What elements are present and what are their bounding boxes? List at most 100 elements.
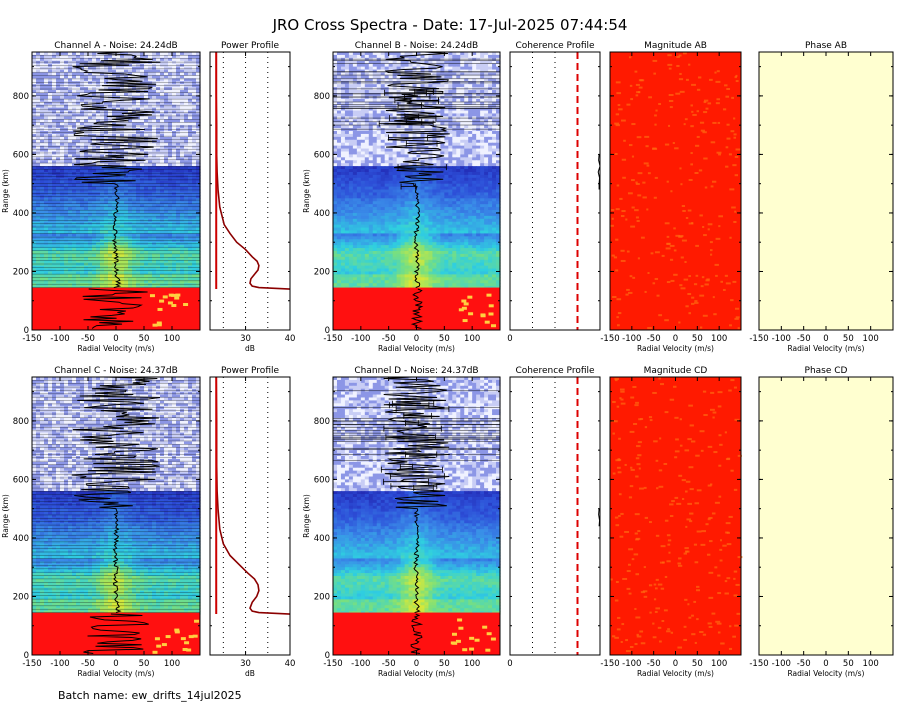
magnitude-speckle xyxy=(733,117,735,119)
magnitude-speckle xyxy=(626,650,631,652)
magnitude-speckle xyxy=(631,179,635,181)
x-tick-label: -100 xyxy=(351,659,370,669)
magnitude-speckle xyxy=(727,458,730,460)
magnitude-speckle xyxy=(691,303,694,305)
magnitude-speckle xyxy=(720,643,724,645)
magnitude-speckle xyxy=(644,136,649,138)
magnitude-speckle xyxy=(734,489,737,491)
magnitude-speckle xyxy=(696,589,700,591)
magnitude-speckle xyxy=(616,92,621,94)
magnitude-speckle xyxy=(715,502,720,504)
magnitude-speckle xyxy=(727,138,731,140)
magnitude-speckle xyxy=(621,120,626,122)
x-tick-label: 0 xyxy=(507,334,512,344)
magnitude-speckle xyxy=(668,539,671,541)
magnitude-speckle xyxy=(719,444,722,446)
magnitude-speckle xyxy=(665,411,669,413)
magnitude-speckle xyxy=(615,600,619,602)
magnitude-speckle xyxy=(696,586,699,588)
x-axis-label: Radial Velocity (m/s) xyxy=(637,344,714,353)
magnitude-speckle xyxy=(684,123,686,125)
magnitude-speckle xyxy=(661,545,666,547)
magnitude-speckle xyxy=(710,392,714,394)
magnitude-speckle xyxy=(717,70,720,72)
magnitude-speckle xyxy=(649,584,652,586)
red-speckle xyxy=(457,618,462,621)
magnitude-speckle xyxy=(731,206,736,208)
magnitude-speckle xyxy=(706,108,709,110)
x-tick-label: 30 xyxy=(240,334,251,344)
x-tick-label: 50 xyxy=(843,334,854,344)
magnitude-speckle xyxy=(691,152,693,154)
red-speckle xyxy=(464,302,469,305)
magnitude-speckle xyxy=(638,441,642,443)
y-tick-label: 0 xyxy=(325,326,330,336)
red-speckle xyxy=(485,321,490,324)
magnitude-speckle xyxy=(617,406,619,408)
magnitude-speckle xyxy=(736,316,740,318)
magnitude-speckle xyxy=(736,613,740,615)
magnitude-speckle xyxy=(732,281,736,283)
magnitude-speckle xyxy=(644,596,648,598)
magnitude-speckle xyxy=(630,226,635,228)
magnitude-speckle xyxy=(700,430,705,432)
magnitude-speckle xyxy=(637,454,641,456)
magnitude-speckle xyxy=(688,617,691,619)
magnitude-speckle xyxy=(713,313,716,315)
magnitude-speckle xyxy=(708,517,712,519)
magnitude-speckle xyxy=(685,551,689,553)
magnitude-speckle xyxy=(618,104,621,106)
red-block xyxy=(333,288,500,330)
magnitude-speckle xyxy=(703,315,708,317)
magnitude-speckle xyxy=(691,104,693,106)
magnitude-speckle xyxy=(669,68,672,70)
magnitude-speckle xyxy=(649,416,652,418)
coherence-profile xyxy=(533,52,601,330)
magnitude-speckle xyxy=(711,185,714,187)
magnitude-speckle xyxy=(717,575,720,577)
red-speckle xyxy=(158,308,163,311)
y-tick-label: 0 xyxy=(24,651,29,661)
magnitude-speckle xyxy=(694,302,698,304)
magnitude-speckle xyxy=(676,503,681,505)
magnitude-speckle xyxy=(667,236,670,238)
magnitude-speckle xyxy=(691,615,694,617)
magnitude-speckle xyxy=(661,588,664,590)
magnitude-speckle xyxy=(722,545,726,547)
magnitude-speckle xyxy=(670,106,673,108)
magnitude-speckle xyxy=(658,103,661,105)
magnitude-speckle xyxy=(617,617,620,619)
magnitude-speckle xyxy=(681,256,684,258)
magnitude-speckle xyxy=(626,289,630,291)
y-tick-label: 400 xyxy=(314,534,330,544)
y-tick-label: 800 xyxy=(314,92,330,102)
magnitude-speckle xyxy=(656,460,659,462)
magnitude-speckle xyxy=(630,467,632,469)
magnitude-speckle xyxy=(665,144,669,146)
x-tick-label: -100 xyxy=(772,334,791,344)
magnitude-speckle xyxy=(624,531,629,533)
magnitude-speckle xyxy=(725,166,728,168)
magnitude-speckle xyxy=(716,98,720,100)
magnitude-speckle xyxy=(726,282,731,284)
spectra-heatmap xyxy=(32,377,201,655)
x-axis-label: Radial Velocity (m/s) xyxy=(78,669,155,678)
x-axis-label: Radial Velocity (m/s) xyxy=(637,669,714,678)
magnitude-speckle xyxy=(716,102,720,104)
magnitude-speckle xyxy=(622,578,627,580)
magnitude-speckle xyxy=(655,607,660,609)
magnitude-speckle xyxy=(634,209,639,211)
x-tick-label: 40 xyxy=(285,659,296,669)
magnitude-speckle xyxy=(679,73,681,75)
magnitude-speckle xyxy=(685,118,688,120)
magnitude-speckle xyxy=(718,153,721,155)
magnitude-speckle xyxy=(715,621,720,623)
magnitude-speckle xyxy=(616,124,620,126)
magnitude-speckle xyxy=(701,544,706,546)
panel-title: Channel D - Noise: 24.37dB xyxy=(354,366,478,376)
spectra-heatmap xyxy=(333,52,501,330)
magnitude-speckle xyxy=(670,245,675,247)
y-tick-label: 600 xyxy=(314,150,330,160)
panel-title: Coherence Profile xyxy=(515,41,595,51)
magnitude-speckle xyxy=(696,275,699,277)
